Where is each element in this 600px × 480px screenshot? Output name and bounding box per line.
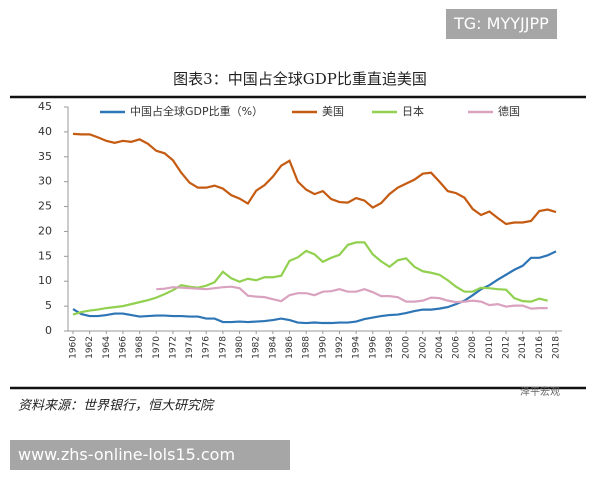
x-tick-label: 2014 [518, 336, 528, 359]
series-line [72, 250, 557, 325]
x-tick-label: 1970 [152, 336, 162, 359]
y-tick-label: 30 [38, 175, 52, 188]
x-tick-label: 1996 [368, 336, 378, 359]
x-tick-label: 1992 [335, 336, 345, 359]
y-tick-label: 15 [38, 249, 52, 262]
x-tick-label: 1974 [185, 336, 195, 359]
x-tick-label: 2018 [552, 336, 562, 359]
x-tick-label: 1986 [285, 336, 295, 359]
x-tick-label: 2002 [418, 336, 428, 359]
legend-label: 中国占全球GDP比重（%） [130, 104, 263, 118]
x-tick-label: 2008 [468, 336, 478, 359]
y-tick-label: 0 [45, 324, 52, 337]
legend-label: 日本 [402, 104, 424, 118]
y-tick-label: 40 [38, 125, 52, 138]
y-tick-label: 10 [38, 274, 52, 287]
legend-label: 美国 [322, 105, 344, 118]
brand: 泽平宏观 [520, 385, 560, 398]
x-tick-label: 2006 [452, 336, 462, 359]
y-tick-label: 25 [38, 200, 52, 213]
x-tick-label: 1976 [202, 336, 212, 359]
x-tick-label: 1966 [118, 336, 128, 359]
x-tick-label: 1960 [69, 336, 79, 359]
x-tick-label: 1964 [102, 336, 112, 359]
x-tick-label: 1980 [235, 336, 245, 359]
watermark-bottom: www.zhs-online-lols15.com [10, 440, 290, 470]
x-tick-label: 2004 [435, 336, 445, 359]
x-tick-label: 2010 [485, 336, 495, 359]
x-tick-label: 1990 [318, 336, 328, 359]
series-line [72, 241, 548, 316]
x-tick-label: 1962 [85, 336, 95, 359]
legend-label: 德国 [498, 104, 520, 118]
x-tick-label: 1978 [218, 336, 228, 359]
x-tick-label: 1984 [268, 336, 278, 359]
y-tick-label: 20 [38, 224, 52, 237]
chart-title: 图表3：中国占全球GDP比重直追美国 [173, 70, 427, 88]
y-tick-label: 45 [38, 100, 52, 113]
y-tick-label: 35 [38, 150, 52, 163]
x-tick-label: 1982 [252, 336, 262, 359]
watermark-top: TG: MYYJJPP [446, 9, 557, 39]
x-tick-label: 1988 [302, 336, 312, 359]
series-line [72, 132, 557, 226]
x-tick-label: 2016 [535, 336, 545, 359]
y-tick-label: 5 [45, 299, 52, 312]
x-tick-label: 1968 [135, 336, 145, 359]
series-line [156, 285, 548, 310]
source: 资料来源：世界银行，恒大研究院 [18, 398, 215, 414]
x-tick-label: 2012 [502, 336, 512, 359]
x-tick-label: 1998 [385, 336, 395, 359]
x-tick-label: 2000 [402, 336, 412, 359]
x-tick-label: 1972 [168, 336, 178, 359]
x-tick-label: 1994 [352, 336, 362, 359]
